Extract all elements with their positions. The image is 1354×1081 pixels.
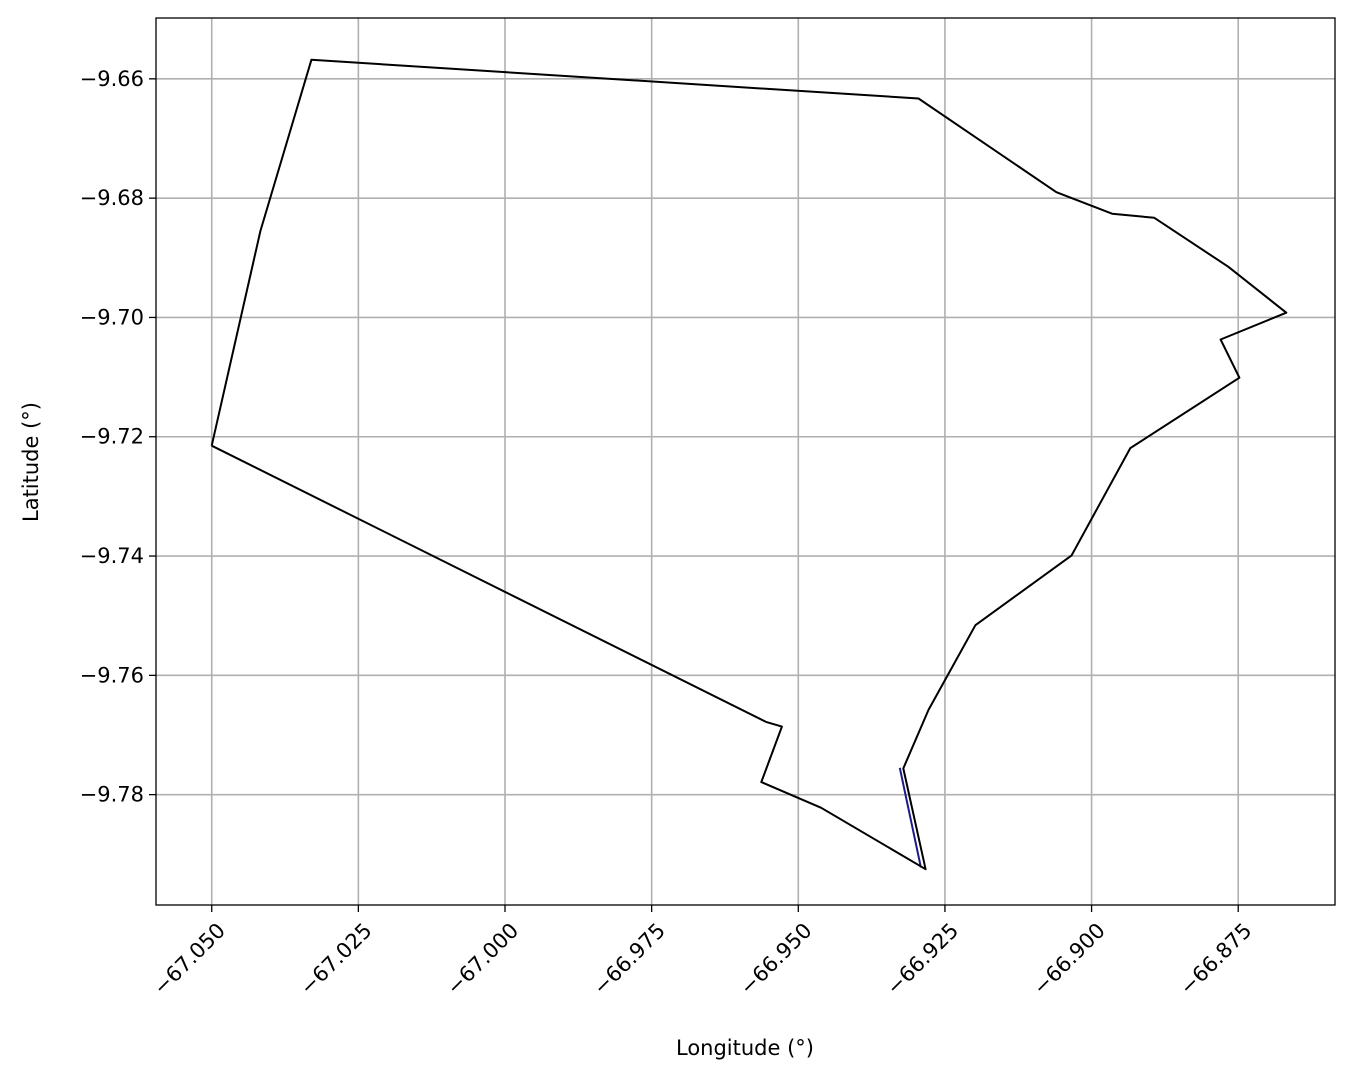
y-tick-label: −9.66 xyxy=(80,67,144,91)
y-tick-label: −9.78 xyxy=(80,783,144,807)
grid xyxy=(156,18,1335,905)
y-tick-label: −9.68 xyxy=(80,186,144,210)
x-axis-label: Longitude (°) xyxy=(676,1036,814,1060)
y-tick-label: −9.76 xyxy=(80,663,144,687)
y-tick-label: −9.74 xyxy=(80,544,144,568)
plot-frame xyxy=(155,17,1336,906)
series-group xyxy=(210,58,1288,871)
y-tick-label: −9.72 xyxy=(80,425,144,449)
y-tick-label: −9.70 xyxy=(80,305,144,329)
boundary-series-line xyxy=(210,58,1288,871)
plot-area xyxy=(156,18,1335,905)
y-axis-label: Latitude (°) xyxy=(19,402,43,522)
boundary-series-line xyxy=(898,767,922,868)
